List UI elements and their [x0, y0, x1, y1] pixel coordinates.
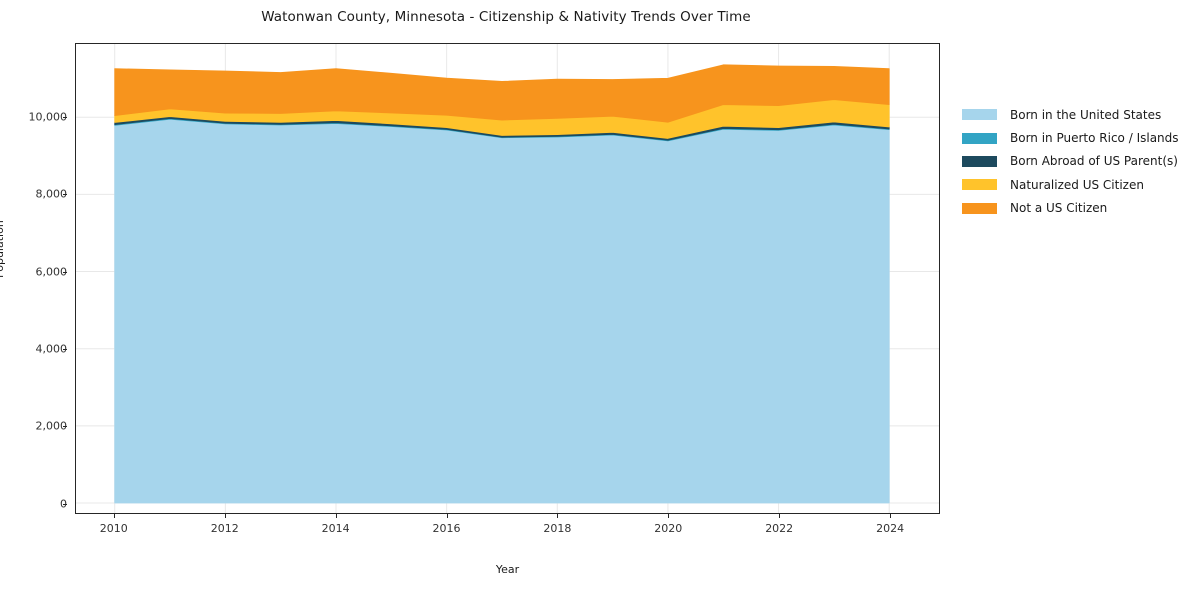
legend-label: Born in Puerto Rico / Islands — [1010, 131, 1179, 146]
legend-item[interactable]: Born in the United States — [962, 103, 1179, 126]
legend-item[interactable]: Not a US Citizen — [962, 197, 1179, 220]
legend-label: Naturalized US Citizen — [1010, 177, 1144, 192]
stacked-area-series — [114, 64, 890, 504]
chart-title: Watonwan County, Minnesota - Citizenship… — [261, 9, 751, 25]
legend-swatch-4 — [962, 202, 997, 214]
legend-label: Born in the United States — [1010, 107, 1162, 122]
legend-label: Born Abroad of US Parent(s) — [1010, 154, 1178, 169]
legend-label: Not a US Citizen — [1010, 201, 1108, 216]
legend-swatch-1 — [962, 132, 997, 144]
x-axis-tick-labels: 2010 2012 2014 2016 2018 2020 2022 2024 — [75, 514, 940, 541]
legend-item[interactable]: Born in Puerto Rico / Islands — [962, 126, 1179, 149]
x-axis-label: Year — [495, 563, 520, 576]
legend-swatch-3 — [962, 179, 997, 191]
chart-legend: Born in the United States Born in Puerto … — [962, 103, 1179, 220]
legend-item[interactable]: Born Abroad of US Parent(s) — [962, 150, 1179, 173]
legend-item[interactable]: Naturalized US Citizen — [962, 173, 1179, 196]
legend-swatch-0 — [962, 109, 997, 121]
plot-area — [75, 43, 940, 514]
legend-swatch-2 — [962, 155, 997, 167]
